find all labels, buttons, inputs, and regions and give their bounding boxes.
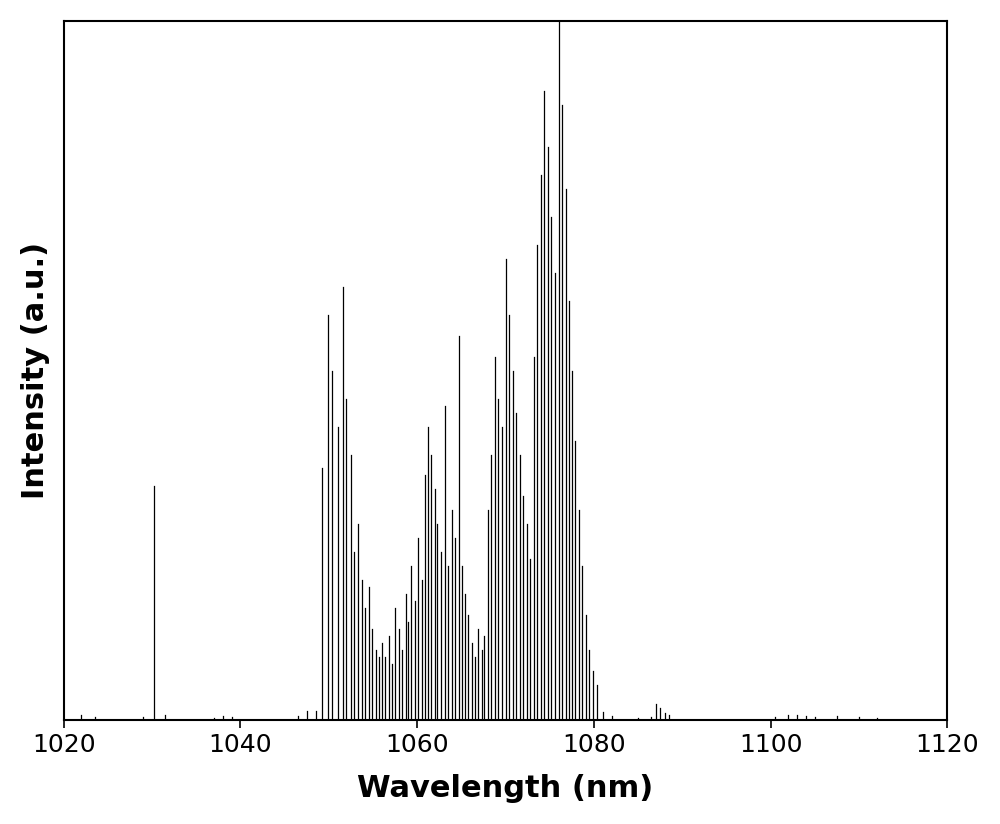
X-axis label: Wavelength (nm): Wavelength (nm) [357,775,654,803]
Y-axis label: Intensity (a.u.): Intensity (a.u.) [21,242,50,499]
